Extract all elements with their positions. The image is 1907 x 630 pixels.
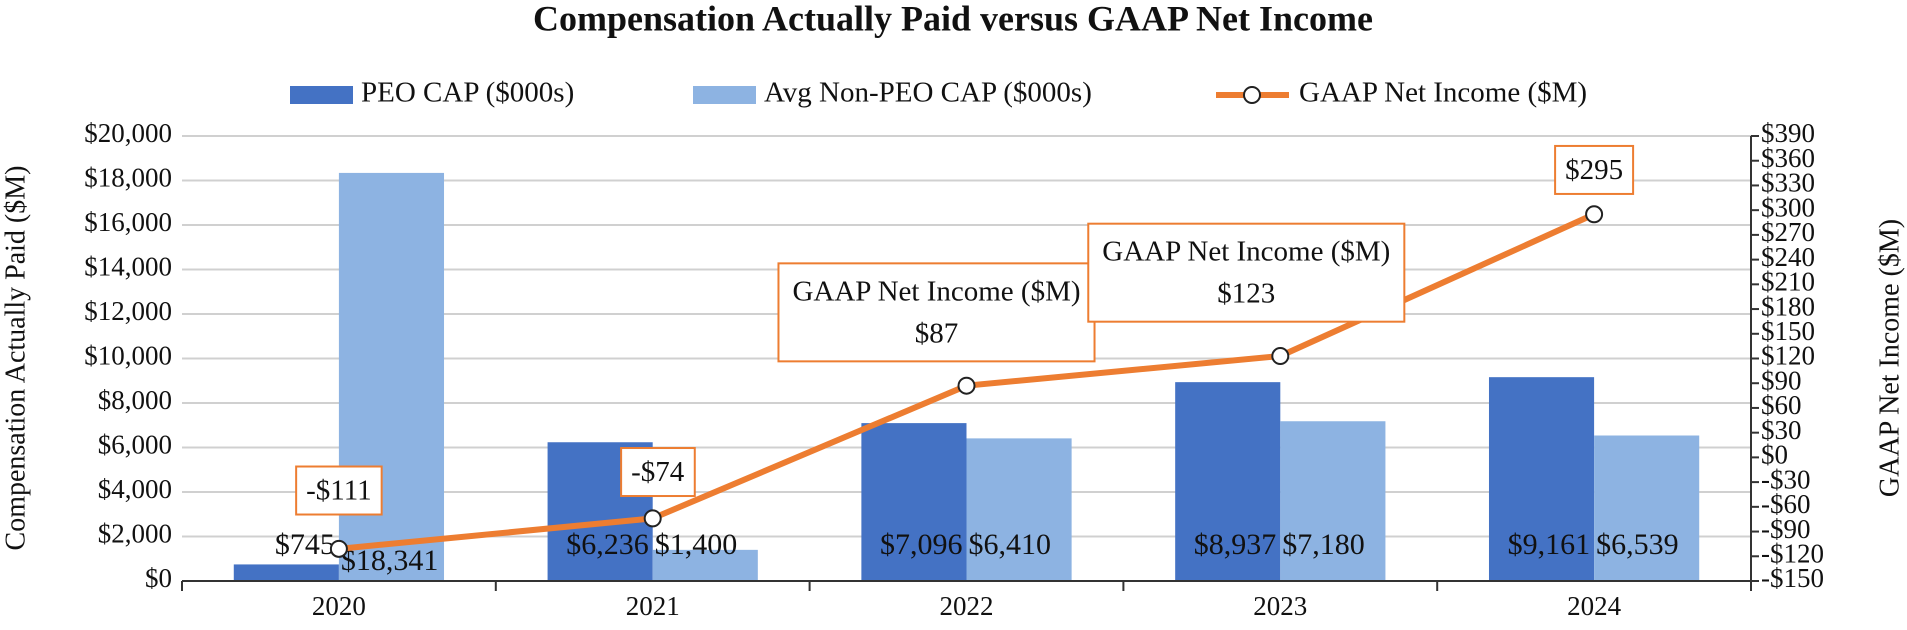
y2-tick-label: $210 xyxy=(1761,267,1815,297)
line-label: GAAP Net Income ($M) $123 xyxy=(1087,222,1406,323)
y2-tick-label: $240 xyxy=(1761,242,1815,272)
y2-tick-label: $330 xyxy=(1761,168,1815,198)
line-point xyxy=(957,376,976,395)
bar-value-label: $7,096 xyxy=(880,528,963,561)
y-tick-label: $14,000 xyxy=(84,252,172,282)
line-label-value: -$74 xyxy=(631,456,685,488)
y-tick-label: $2,000 xyxy=(98,519,172,549)
bar xyxy=(652,549,758,581)
bar-value-label: $8,937 xyxy=(1194,528,1277,561)
bar xyxy=(1488,377,1595,581)
y2-tick-label: -$30 xyxy=(1761,464,1811,494)
y2-tick-label: $180 xyxy=(1761,291,1815,321)
y-tick-label: $12,000 xyxy=(84,296,172,326)
bar xyxy=(233,564,339,581)
line-label-name: GAAP Net Income ($M) xyxy=(792,275,1080,307)
line-label-value: $295 xyxy=(1565,154,1623,186)
y2-tick-label: $390 xyxy=(1761,118,1815,148)
line-point xyxy=(643,509,662,528)
y-tick-label: $4,000 xyxy=(98,474,172,504)
y-axis-title: Compensation Actually Paid ($M) xyxy=(0,166,31,551)
bar xyxy=(966,438,1072,581)
x-tick-label: 2020 xyxy=(312,591,366,621)
y2-axis-title: GAAP Net Income ($M) xyxy=(1874,219,1905,497)
line-point xyxy=(1585,205,1604,224)
y2-tick-label: $0 xyxy=(1761,440,1788,470)
y2-tick-label: $150 xyxy=(1761,316,1815,346)
line-label-box xyxy=(295,465,383,516)
legend-label: Avg Non-PEO CAP ($000s) xyxy=(764,77,1092,109)
x-tick-label: 2023 xyxy=(1253,591,1307,621)
bar-value-label: $7,180 xyxy=(1282,528,1365,561)
bar-value-label: $6,236 xyxy=(566,528,649,561)
y2-tick-label: -$150 xyxy=(1761,563,1824,593)
x-tick-label: 2024 xyxy=(1567,591,1622,621)
bar-value-label: $745 xyxy=(275,528,335,561)
y-tick-label: $20,000 xyxy=(84,118,172,148)
legend-swatch xyxy=(693,86,756,104)
x-tick-label: 2022 xyxy=(940,591,994,621)
line-label: -$111 xyxy=(295,465,383,516)
y-tick-label: $16,000 xyxy=(84,207,172,237)
legend-swatch xyxy=(290,86,353,104)
line-label-value: $123 xyxy=(1217,278,1275,310)
line-label-box xyxy=(777,262,1096,363)
legend-label: PEO CAP ($000s) xyxy=(361,77,574,109)
line-label: $295 xyxy=(1554,144,1635,195)
y-tick-label: $6,000 xyxy=(98,430,172,460)
bar xyxy=(338,172,445,581)
bar xyxy=(861,423,967,581)
chart-title: Compensation Actually Paid versus GAAP N… xyxy=(533,0,1373,38)
line-label-box xyxy=(1554,144,1635,195)
line-label-name: GAAP Net Income ($M) xyxy=(1102,236,1390,268)
y2-tick-label: $90 xyxy=(1761,365,1802,395)
line-point xyxy=(1271,347,1290,366)
y2-tick-label: -$120 xyxy=(1761,538,1824,568)
y-tick-label: $0 xyxy=(145,563,172,593)
y-tick-label: $8,000 xyxy=(98,385,172,415)
bar-value-label: $9,161 xyxy=(1508,528,1591,561)
y2-tick-label: $30 xyxy=(1761,415,1802,445)
y-tick-label: $18,000 xyxy=(84,163,172,193)
y2-tick-label: $120 xyxy=(1761,341,1815,371)
y2-tick-label: $360 xyxy=(1761,143,1815,173)
y-tick-label: $10,000 xyxy=(84,341,172,371)
y2-tick-label: -$90 xyxy=(1761,514,1811,544)
line-label-value: $87 xyxy=(915,317,959,349)
y2-tick-label: $300 xyxy=(1761,192,1815,222)
legend-marker xyxy=(1243,86,1261,104)
legend-label: GAAP Net Income ($M) xyxy=(1299,77,1587,109)
bar xyxy=(1280,421,1386,581)
line-label-box xyxy=(1087,222,1406,323)
line-label-box xyxy=(620,447,696,498)
line-label: GAAP Net Income ($M) $87 xyxy=(777,262,1096,363)
line-label: -$74 xyxy=(620,447,696,498)
line-label-value: -$111 xyxy=(306,475,372,507)
bar-value-label: $6,539 xyxy=(1596,528,1679,561)
bar-value-label: $6,410 xyxy=(969,528,1052,561)
y2-tick-label: $270 xyxy=(1761,217,1815,247)
y2-tick-label: $60 xyxy=(1761,390,1802,420)
y2-tick-label: -$60 xyxy=(1761,489,1811,519)
line-point xyxy=(329,539,348,558)
bar xyxy=(1594,435,1700,581)
bar-value-label: $1,400 xyxy=(655,528,738,561)
bar xyxy=(1175,382,1281,581)
x-tick-label: 2021 xyxy=(626,591,680,621)
